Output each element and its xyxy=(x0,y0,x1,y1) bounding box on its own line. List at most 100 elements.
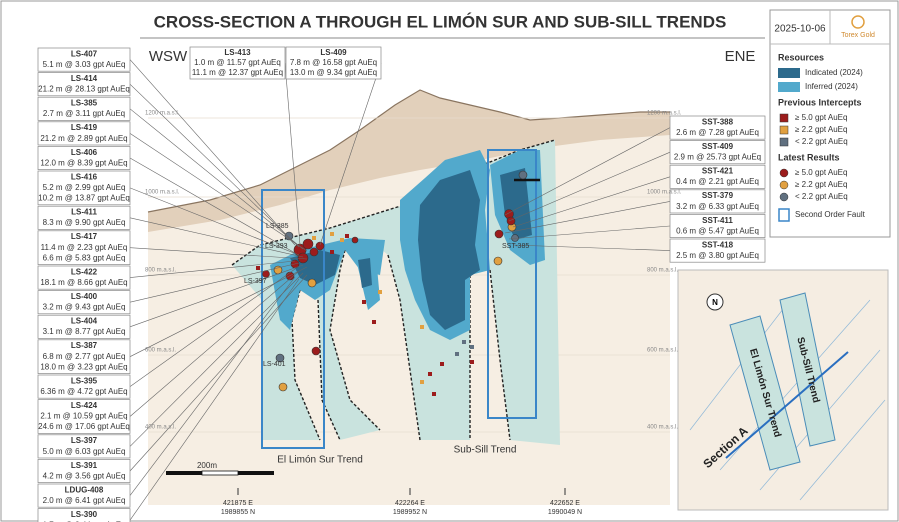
intercepts xyxy=(262,170,528,392)
hole-label: LS-385 xyxy=(266,223,289,230)
legend-swatch xyxy=(779,180,789,190)
callout-hole: LS-390 xyxy=(71,510,98,519)
elevation-label: 1000 m.a.s.l. xyxy=(145,190,180,196)
callout-hole: SST-421 xyxy=(702,167,734,176)
callout-hole: LDUG-408 xyxy=(65,485,104,494)
scale-bar xyxy=(166,470,274,476)
callout-hole: LS-422 xyxy=(71,267,98,276)
leader-line xyxy=(129,266,308,357)
callout-intercept: 13.0 m @ 9.34 gpt AuEq xyxy=(290,68,377,77)
inset-trend xyxy=(729,315,801,471)
callout-box xyxy=(669,115,766,140)
callout-box xyxy=(37,339,131,374)
callout-intercept: 21.2 m @ 28.13 gpt AuEq xyxy=(38,85,130,94)
callout-box xyxy=(669,164,766,189)
leader-line xyxy=(508,225,671,240)
callout-intercept: 0.6 m @ 5.47 gpt AuEq xyxy=(676,226,759,235)
direction-west: WSW xyxy=(149,48,188,65)
callout-hole: LS-413 xyxy=(224,48,251,57)
coordinate-label: 1989855 N xyxy=(221,509,255,516)
leader-line xyxy=(129,268,296,387)
legend-swatch xyxy=(779,125,789,135)
coordinate-ticks xyxy=(237,488,566,495)
callout-intercept: 2.7 m @ 3.11 gpt AuEq xyxy=(43,109,125,118)
callout-intercept: 2.1 m @ 10.59 gpt AuEq xyxy=(40,412,127,421)
fault-zone xyxy=(261,149,537,449)
callout-intercept: 2.9 m @ 25.73 gpt AuEq xyxy=(674,153,761,162)
callout-box xyxy=(285,46,382,80)
legend-heading: Previous Intercepts xyxy=(778,97,862,107)
callout-intercept: 10.2 m @ 13.87 gpt AuEq xyxy=(38,194,130,203)
leader-line xyxy=(504,127,671,216)
callout-intercept: 6.8 m @ 2.77 gpt AuEq xyxy=(43,352,126,361)
coordinate-label: 422264 E xyxy=(395,500,425,507)
leader-line xyxy=(129,83,300,248)
leader-line xyxy=(129,108,304,250)
callout-box xyxy=(37,96,131,121)
coordinate-label: 1989952 N xyxy=(393,509,427,516)
callout-box xyxy=(37,483,131,508)
callout-intercept: 2.0 m @ 6.41 gpt AuEq xyxy=(43,496,126,505)
leader-line xyxy=(129,217,304,258)
elevation-label: 400 m.a.s.l. xyxy=(647,425,678,431)
elevation-label: 1200 m.a.s.l. xyxy=(647,111,682,117)
elevation-label: 400 m.a.s.l. xyxy=(145,425,176,431)
leader-line xyxy=(512,244,671,251)
callout-intercept: 11.4 m @ 2.23 gpt AuEq xyxy=(41,243,128,252)
leader-line xyxy=(129,260,296,278)
callout-intercept: 11.1 m @ 12.37 gpt AuEq xyxy=(192,68,283,77)
callout-box xyxy=(37,399,131,434)
callout-hole: LS-417 xyxy=(71,232,98,241)
hole-label: LS-393 xyxy=(265,243,288,250)
callout-intercept: 6.36 m @ 4.72 gpt AuEq xyxy=(40,387,127,396)
callout-hole: LS-409 xyxy=(320,48,347,57)
callout-box xyxy=(37,508,131,522)
callout-hole: SST-411 xyxy=(702,216,733,225)
callout-box xyxy=(37,72,131,97)
callout-intercept: 3.2 m @ 6.33 gpt AuEq xyxy=(676,202,759,211)
legend-swatch xyxy=(778,208,790,222)
legend-item: Second Order Fault xyxy=(795,210,866,219)
elevation-label: 800 m.a.s.l. xyxy=(145,268,176,274)
direction-east: ENE xyxy=(725,48,756,65)
legend-item: Inferred (2024) xyxy=(805,82,858,91)
elevation-label: 600 m.a.s.l. xyxy=(647,348,678,354)
callout-intercept: 5.2 m @ 2.99 gpt AuEq xyxy=(43,183,126,192)
north-label: N xyxy=(712,298,718,307)
callout-box xyxy=(37,434,131,459)
callout-box xyxy=(37,121,131,146)
legend-item: Indicated (2024) xyxy=(805,68,863,77)
callout-box xyxy=(189,46,286,80)
north-arrow xyxy=(706,293,724,311)
callout-box xyxy=(37,205,131,230)
surface xyxy=(147,89,670,213)
callout-intercept: 5.0 m @ 6.03 gpt AuEq xyxy=(43,447,126,456)
legend-swatch xyxy=(778,68,800,78)
callout-hole: SST-418 xyxy=(702,240,734,249)
legend-item: ≥ 2.2 gpt AuEq xyxy=(795,180,847,189)
legend-swatch xyxy=(779,137,789,147)
elevation-label: 1200 m.a.s.l. xyxy=(145,111,180,117)
callout-hole: LS-397 xyxy=(71,436,98,445)
legend-heading: Resources xyxy=(778,52,824,62)
legend xyxy=(769,9,891,238)
terrain-band xyxy=(148,90,670,232)
legend-item: < 2.2 gpt AuEq xyxy=(795,137,848,146)
coordinate-label: 1990049 N xyxy=(548,509,582,516)
legend-heading: Latest Results xyxy=(778,152,840,162)
legend-item: ≥ 5.0 gpt AuEq xyxy=(795,113,847,122)
callout-intercept: 2.5 m @ 3.80 gpt AuEq xyxy=(676,251,759,260)
logo-mark xyxy=(851,15,865,29)
leader-line xyxy=(129,272,304,447)
callout-hole: LS-404 xyxy=(71,317,98,326)
trend-label: El Limón Sur Trend xyxy=(277,455,363,466)
leader-line xyxy=(129,262,300,303)
coordinate-label: 422652 E xyxy=(550,500,580,507)
legend-item: ≥ 2.2 gpt AuEq xyxy=(795,125,847,134)
elevation-label: 600 m.a.s.l. xyxy=(145,348,176,354)
leader-line xyxy=(129,187,300,256)
elevation-label: 800 m.a.s.l. xyxy=(647,268,678,274)
callout-hole: SST-388 xyxy=(702,117,734,126)
logo: Torex Gold xyxy=(841,32,875,39)
